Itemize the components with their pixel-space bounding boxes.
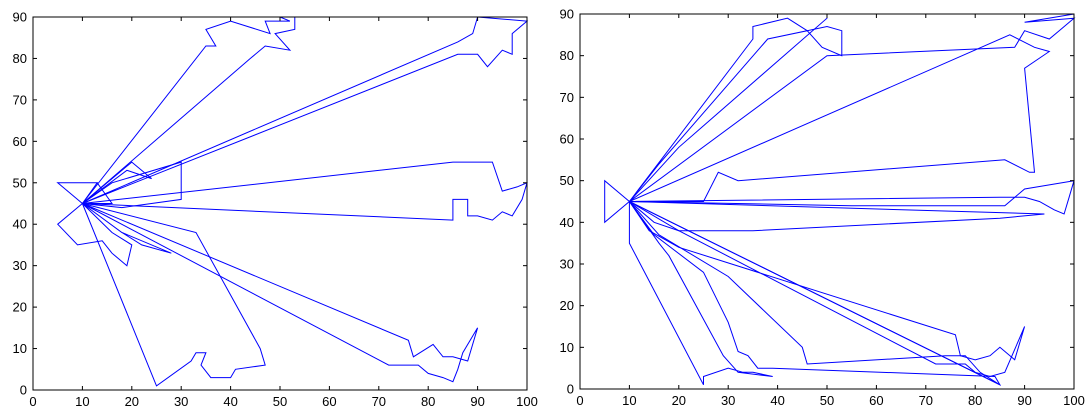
y-tick-label: 40 (560, 215, 574, 230)
x-tick-label: 40 (770, 393, 784, 408)
y-tick-label: 80 (560, 48, 574, 63)
x-tick-label: 50 (273, 394, 287, 409)
x-tick-label: 10 (75, 394, 89, 409)
series-line-8 (628, 201, 1002, 386)
x-tick-label: 100 (1063, 393, 1085, 408)
series-line-8 (81, 203, 266, 387)
y-tick-label: 90 (13, 10, 27, 25)
series-line-7 (82, 161, 528, 221)
y-tick-label: 70 (560, 90, 574, 105)
series-line-9 (82, 203, 479, 383)
series-line-9 (628, 201, 773, 386)
series-line-3 (629, 34, 1051, 202)
series-line-5 (629, 201, 1045, 232)
series-line-4 (629, 180, 1075, 215)
y-tick-label: 50 (13, 175, 27, 190)
series-line-7 (629, 201, 1001, 386)
x-tick-label: 100 (516, 394, 538, 409)
y-tick-label: 10 (560, 340, 574, 355)
y-tick-label: 0 (567, 382, 574, 397)
x-tick-label: 60 (869, 393, 883, 408)
series-line-3 (82, 161, 182, 209)
x-tick-label: 70 (919, 393, 933, 408)
y-tick-label: 20 (560, 298, 574, 313)
y-tick-label: 10 (13, 341, 27, 356)
x-tick-label: 90 (1017, 393, 1031, 408)
x-tick-label: 50 (820, 393, 834, 408)
y-tick-label: 40 (13, 217, 27, 232)
x-tick-label: 20 (672, 393, 686, 408)
left-chart: 0 10 20 30 40 50 60 70 80 90 100 0 10 20 30 40 50 60 70 80 9… (13, 10, 538, 410)
x-tick-label: 0 (29, 394, 36, 409)
x-tick-label: 80 (968, 393, 982, 408)
series-line-4 (82, 161, 152, 204)
series-line-0 (604, 179, 630, 224)
y-tick-label: 20 (13, 300, 27, 315)
x-tick-label: 60 (322, 394, 336, 409)
right-chart: 0 10 20 30 40 50 60 70 80 90 100 0 10 20 30 40 50 60 70 80 9… (560, 7, 1085, 409)
series-line-2 (82, 203, 172, 254)
series-line-6 (82, 16, 529, 204)
y-tick-label: 90 (560, 7, 574, 22)
series-line-6 (628, 201, 1026, 378)
series-line-2 (629, 13, 1076, 202)
x-tick-label: 40 (223, 394, 237, 409)
y-tick-label: 30 (560, 257, 574, 272)
y-tick-label: 0 (20, 383, 27, 398)
y-tick-label: 50 (560, 173, 574, 188)
y-tick-label: 60 (13, 134, 27, 149)
y-tick-label: 80 (13, 51, 27, 66)
y-tick-label: 30 (13, 258, 27, 273)
x-tick-label: 10 (622, 393, 636, 408)
series-line-1 (629, 17, 843, 202)
x-tick-label: 70 (372, 394, 386, 409)
x-tick-label: 30 (721, 393, 735, 408)
y-tick-label: 60 (560, 132, 574, 147)
y-tick-label: 70 (13, 92, 27, 107)
x-tick-label: 30 (174, 394, 188, 409)
x-tick-label: 90 (470, 394, 484, 409)
x-tick-label: 80 (421, 394, 435, 409)
x-tick-label: 20 (125, 394, 139, 409)
series-line-1 (56, 203, 133, 267)
x-tick-label: 0 (576, 393, 583, 408)
series-line-5 (82, 16, 296, 204)
